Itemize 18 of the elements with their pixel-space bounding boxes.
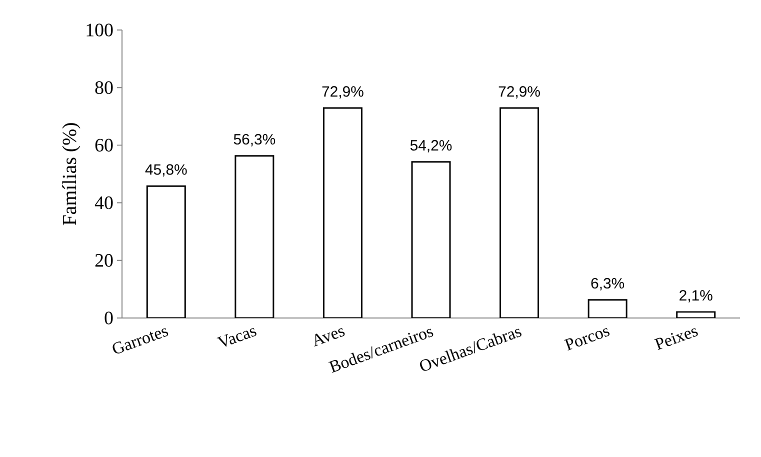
y-tick-label: 20 — [95, 254, 113, 267]
x-tick-label: Vacas — [216, 328, 256, 347]
data-label: 45,8% — [145, 164, 187, 177]
x-tick-label: Porcos — [564, 328, 610, 351]
data-label: 54,2% — [410, 140, 452, 152]
y-axis-title: Famílias (%) — [62, 123, 80, 226]
data-label: 6,3% — [591, 278, 624, 290]
data-label: 72,9% — [498, 86, 540, 99]
y-tick-label: 0 — [104, 312, 113, 324]
y-tick-label: 100 — [86, 24, 113, 36]
data-label: 56,3% — [234, 134, 276, 146]
y-tick-label: 40 — [94, 196, 113, 210]
data-label: 2,1% — [680, 290, 712, 302]
x-tick-label: Garrotes — [112, 328, 168, 354]
y-tick-label: 60 — [95, 138, 113, 152]
x-tick-label: Peixes — [654, 328, 698, 350]
data-label: 72,9% — [322, 86, 364, 99]
y-tick-label: 80 — [95, 81, 113, 94]
